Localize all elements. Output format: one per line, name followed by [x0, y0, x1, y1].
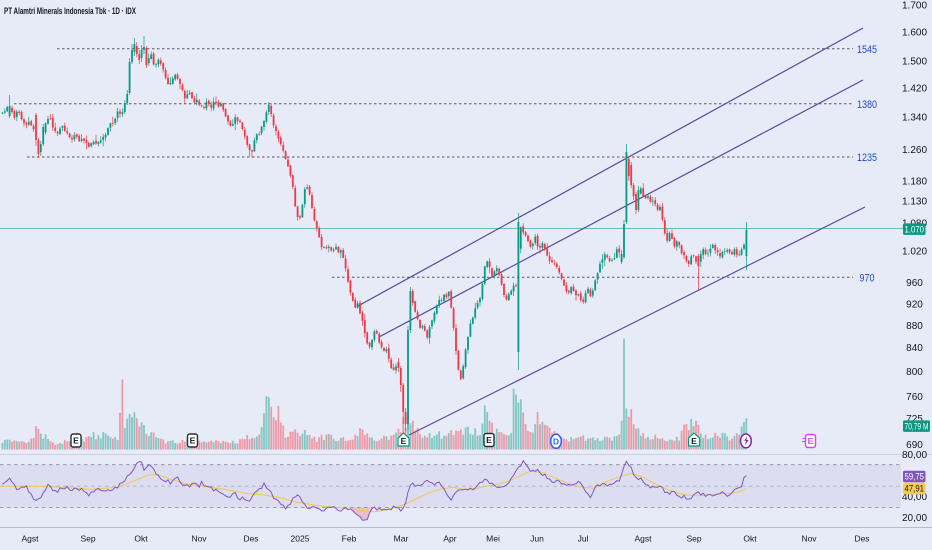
svg-text:Okt: Okt — [134, 534, 148, 544]
svg-text:690: 690 — [906, 440, 923, 451]
svg-text:40,00: 40,00 — [902, 492, 927, 503]
svg-text:1.260: 1.260 — [902, 145, 927, 156]
svg-text:2025: 2025 — [291, 534, 310, 544]
svg-text:E: E — [190, 436, 196, 446]
svg-text:1.340: 1.340 — [902, 112, 927, 123]
svg-text:E: E — [73, 436, 79, 446]
svg-text:1.700: 1.700 — [902, 0, 927, 11]
svg-text:Agst: Agst — [634, 534, 652, 544]
svg-text:Apr: Apr — [443, 534, 456, 544]
svg-text:Mei: Mei — [486, 534, 500, 544]
svg-text:1.500: 1.500 — [902, 56, 927, 67]
svg-text:970: 970 — [860, 272, 875, 284]
svg-text:1.070: 1.070 — [905, 224, 925, 234]
svg-text:E: E — [401, 436, 407, 446]
svg-text:1.020: 1.020 — [902, 246, 927, 257]
svg-text:47,91: 47,91 — [905, 484, 925, 494]
svg-text:Feb: Feb — [342, 534, 357, 544]
svg-text:E: E — [808, 436, 814, 446]
svg-text:800: 800 — [906, 367, 923, 378]
svg-text:Nov: Nov — [191, 534, 207, 544]
svg-text:760: 760 — [906, 392, 923, 403]
svg-text:E: E — [486, 435, 492, 445]
svg-text:Agst: Agst — [21, 534, 39, 544]
svg-text:1.130: 1.130 — [902, 196, 927, 207]
svg-text:PT Alamtri Minerals Indonesia: PT Alamtri Minerals Indonesia Tbk · 1D ·… — [4, 6, 136, 16]
svg-text:D: D — [553, 437, 559, 447]
svg-text:880: 880 — [906, 321, 923, 332]
svg-text:Nov: Nov — [801, 534, 817, 544]
svg-text:960: 960 — [906, 278, 923, 289]
svg-text:1235: 1235 — [857, 152, 877, 164]
svg-text:Sep: Sep — [80, 534, 95, 544]
svg-text:Des: Des — [243, 534, 258, 544]
svg-text:Okt: Okt — [743, 534, 757, 544]
svg-text:840: 840 — [906, 343, 923, 354]
svg-text:Jun: Jun — [530, 534, 544, 544]
svg-text:1.600: 1.600 — [902, 27, 927, 38]
svg-text:920: 920 — [906, 299, 923, 310]
svg-text:59,75: 59,75 — [905, 472, 925, 482]
svg-text:20,00: 20,00 — [902, 513, 927, 524]
svg-text:E: E — [691, 436, 697, 446]
svg-text:1380: 1380 — [857, 99, 877, 111]
svg-text:Mar: Mar — [394, 534, 409, 544]
svg-text:1.420: 1.420 — [902, 83, 927, 94]
svg-text:Sep: Sep — [686, 534, 701, 544]
svg-text:Jul: Jul — [578, 534, 589, 544]
svg-text:70,79 M: 70,79 M — [905, 421, 929, 431]
svg-text:80,00: 80,00 — [902, 450, 927, 461]
svg-text:Des: Des — [854, 534, 869, 544]
svg-text:1.180: 1.180 — [902, 176, 927, 187]
svg-text:725: 725 — [906, 414, 923, 425]
svg-text:1545: 1545 — [857, 44, 877, 56]
